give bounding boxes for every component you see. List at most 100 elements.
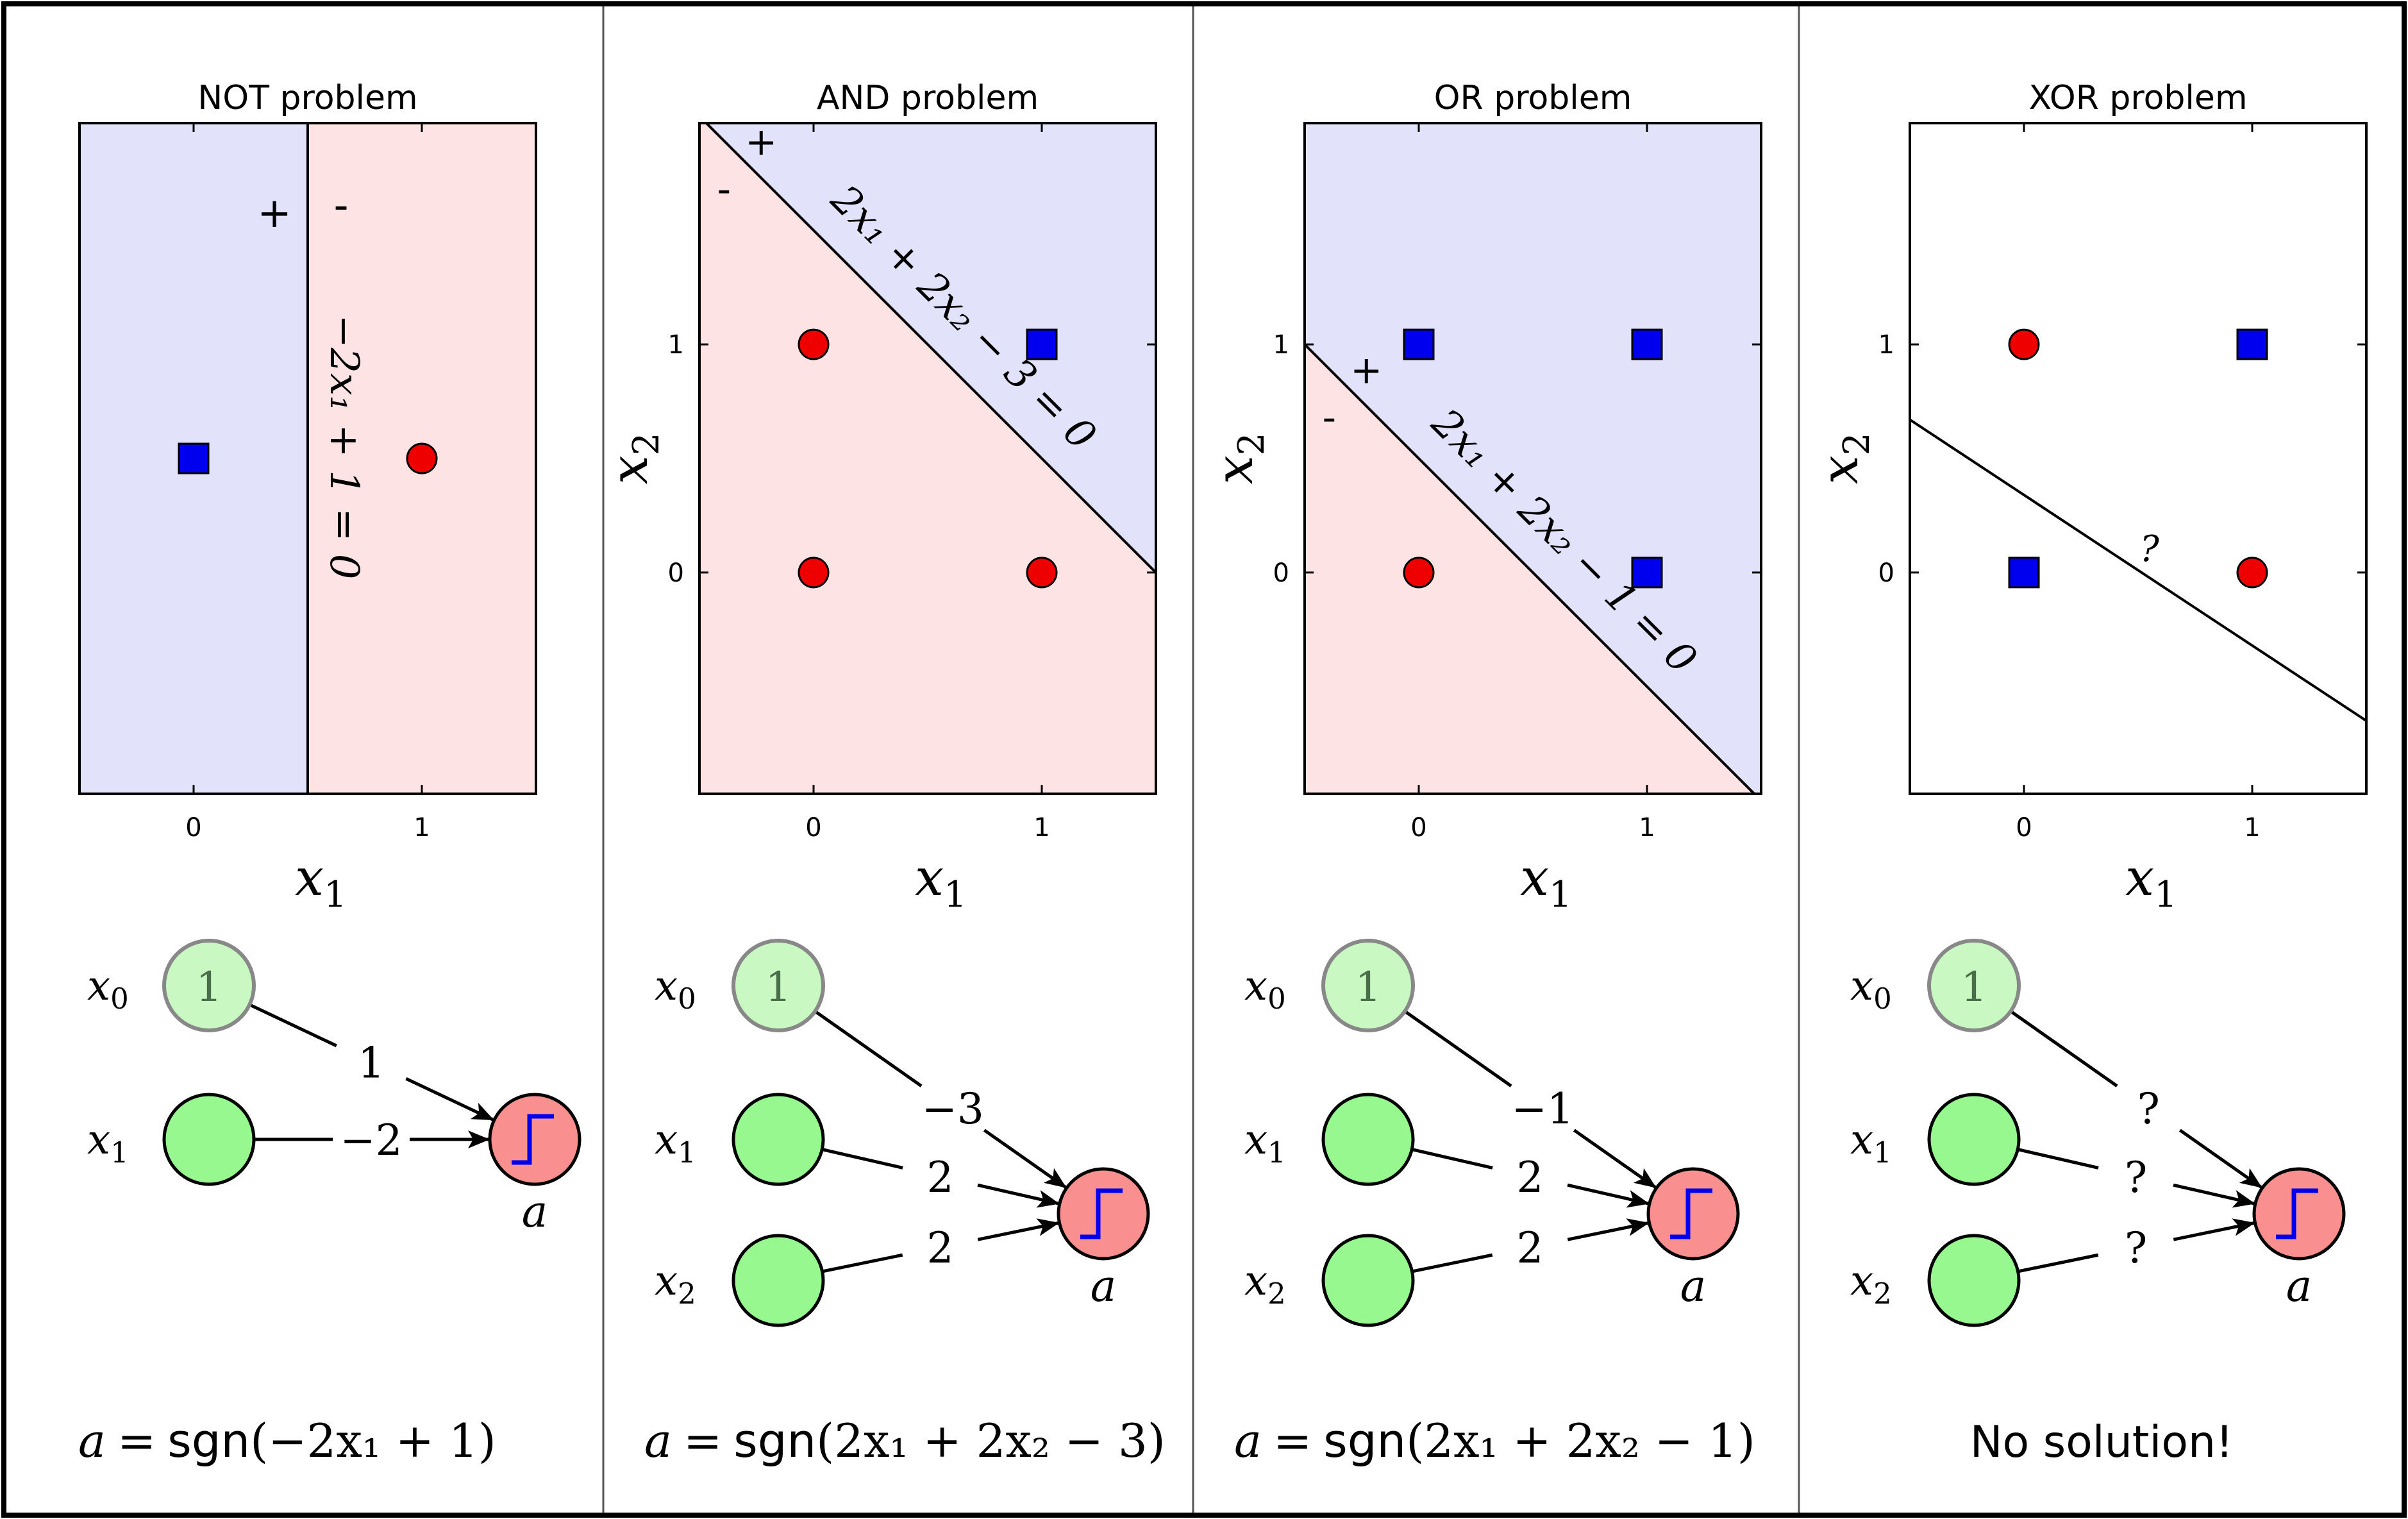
plot-background: [79, 123, 536, 794]
formula-eq: =: [117, 1414, 156, 1468]
y-tick-label: 0: [1878, 558, 1894, 588]
input-node: [732, 1093, 825, 1186]
weight-edge: [1412, 1253, 1493, 1273]
panel-title: XOR problem: [2028, 79, 2247, 117]
boundary-label: −2x₁ + 1 = 0: [321, 315, 368, 580]
bias-node: [1927, 939, 2021, 1032]
output-node: [1057, 1167, 1150, 1261]
input-label-x1: x1: [655, 1116, 696, 1170]
y-tick-label: 1: [1273, 330, 1289, 360]
bias-node-value: 1: [1355, 964, 1382, 1011]
y-axis-label: x2: [599, 433, 667, 485]
bias-node: [732, 939, 825, 1032]
input-label-x1: x1: [87, 1116, 129, 1170]
x-tick-label: 1: [414, 813, 430, 843]
weight-label: ?: [2137, 1084, 2160, 1134]
y-tick-label: 1: [668, 330, 684, 360]
input-label-x2: x2: [1850, 1257, 1892, 1311]
weight-label: −3: [922, 1084, 984, 1134]
red-circle-marker: [1026, 557, 1058, 589]
minus-sign-label: -: [1322, 395, 1336, 440]
x-tick-label: 1: [1033, 813, 1049, 843]
weight-edge: [822, 1253, 903, 1273]
panel-title: AND problem: [817, 79, 1039, 117]
x-tick-label: 0: [805, 813, 821, 843]
weight-label: ?: [2125, 1153, 2147, 1202]
input-label-x2: x2: [1244, 1257, 1286, 1311]
formula-lhs: a: [1234, 1414, 1262, 1468]
weight-label: 2: [927, 1223, 954, 1273]
plot-frame: [78, 122, 537, 795]
weight-edge: [1411, 1148, 1493, 1170]
plus-sign-label: +: [257, 190, 292, 237]
panel-title: OR problem: [1434, 79, 1632, 117]
minus-sign-label: -: [717, 167, 731, 212]
x-tick-label: 0: [185, 813, 201, 843]
formula: a = sgn(2x₁ + 2x₂ − 1): [1234, 1414, 1755, 1468]
bias-node: [1321, 939, 1415, 1032]
x-axis-label: x1: [1520, 848, 1572, 916]
blue-square-marker: [1631, 557, 1663, 589]
blue-square-marker: [1026, 328, 1058, 360]
plot-background-white: [1910, 123, 2366, 794]
input-label-x0: x0: [1850, 962, 1892, 1016]
decision-boundary: [704, 123, 1156, 574]
weight-arrow: [1567, 1218, 1650, 1241]
weight-arrow: [977, 1218, 1060, 1241]
x-tick-label: 0: [1410, 813, 1426, 843]
plot-frame: [1909, 122, 2368, 795]
x-axis-label: x1: [2125, 848, 2177, 916]
weight-edge: [2018, 1253, 2099, 1273]
red-circle-marker: [2236, 557, 2268, 589]
step-function-icon: [512, 1114, 554, 1165]
blue-square-marker: [1403, 328, 1435, 360]
formula-lhs: a: [644, 1414, 672, 1468]
input-label-x1: x1: [1244, 1116, 1286, 1170]
plot-background: [1910, 123, 2366, 794]
y-tick-label: 0: [668, 558, 684, 588]
weight-edge: [814, 1010, 923, 1087]
input-label-x2: x2: [655, 1257, 696, 1311]
blue-square-marker: [1631, 328, 1663, 360]
blue-square-marker: [178, 442, 210, 474]
decision-boundary: [1305, 343, 1757, 794]
formula: a = sgn(2x₁ + 2x₂ − 3): [644, 1414, 1166, 1468]
weight-arrow: [977, 1183, 1060, 1208]
weight-edge: [821, 1148, 903, 1170]
weight-arrow: [983, 1129, 1067, 1189]
input-node: [732, 1234, 825, 1327]
formula-eq: =: [1273, 1414, 1312, 1468]
blue-square-marker: [2008, 557, 2040, 589]
positive-region: [1305, 123, 1761, 794]
step-function-icon: [1670, 1188, 1712, 1239]
red-circle-marker: [1403, 557, 1435, 589]
input-label-x0: x0: [87, 962, 129, 1016]
output-label: a: [522, 1187, 548, 1238]
x-tick-label: 1: [2244, 813, 2260, 843]
weight-arrow: [405, 1077, 494, 1121]
plot-frame: [698, 122, 1157, 795]
formula-lhs: a: [78, 1414, 106, 1468]
decision-boundary: [1910, 418, 2366, 722]
input-node: [1927, 1234, 2021, 1327]
panel-4: XOR problem 0 1 0 1 x1 x2? x0? 1 x1? x2? a No soluti…: [1810, 79, 2368, 1468]
red-circle-marker: [798, 328, 830, 360]
plot-frame: [1303, 122, 1762, 795]
weight-label: −1: [1512, 1084, 1574, 1134]
x-tick-label: 1: [1639, 813, 1655, 843]
weight-label: ?: [2125, 1223, 2147, 1273]
panel-title: NOT problem: [197, 79, 417, 117]
blue-square-marker: [2236, 328, 2268, 360]
y-tick-label: 0: [1273, 558, 1289, 588]
y-axis-label: x2: [1810, 433, 1878, 485]
input-label-x0: x0: [1244, 962, 1286, 1016]
red-circle-marker: [2008, 328, 2040, 360]
output-label: a: [1680, 1261, 1707, 1312]
plot-background: [1305, 123, 1761, 794]
step-function-icon: [1080, 1188, 1123, 1239]
input-node: [1321, 1234, 1415, 1327]
input-node: [1927, 1093, 2021, 1186]
